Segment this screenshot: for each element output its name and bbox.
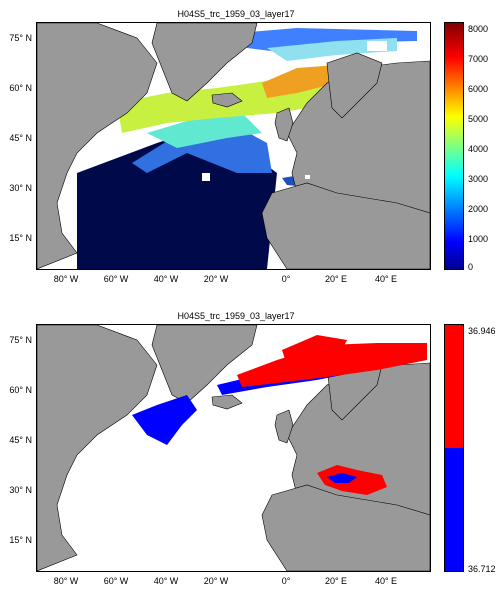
panel1-lon-label-0: 0° — [281, 274, 291, 284]
panel2-lat-label-30n: 30° N — [9, 485, 32, 495]
panel1-lon-label-80w: 80° W — [53, 274, 79, 284]
greenland-land-2 — [151, 325, 258, 404]
panel1-lon-label-60w: 60° W — [103, 274, 129, 284]
panel1-colorbar-tick-6000: 6000 — [468, 84, 489, 94]
panel2-map-svg — [37, 325, 430, 571]
panel2-lon-label-40w: 40° W — [153, 576, 179, 586]
panel2-red-arctic — [237, 343, 427, 387]
panel2-lon-label-60w: 60° W — [103, 576, 129, 586]
greenland-land — [151, 23, 258, 102]
north-america-land-2 — [37, 325, 158, 571]
panel2-lon-label-20e: 20° E — [324, 576, 348, 586]
uk-land-2 — [274, 409, 294, 444]
panel1-colorbar-tick-0: 0 — [468, 262, 474, 272]
panel1-title: H04S5_trc_1959_03_layer17 — [177, 9, 295, 19]
panel2-map — [36, 324, 431, 572]
africa-land-2 — [261, 484, 430, 571]
panel2-blue-med-edge — [327, 473, 357, 483]
panel2-lon-label-80w: 80° W — [53, 576, 79, 586]
panel2-colorbar-top-label: 36.946 — [468, 326, 496, 336]
panel1-lat-label-75n: 75° N — [9, 33, 32, 43]
iceland-land-2 — [211, 394, 243, 410]
panel2-colorbar-bottom-label: 36.712 — [468, 564, 496, 574]
panel2-lat-label-60n: 60° N — [9, 385, 32, 395]
panel2-title: H04S5_trc_1959_03_layer17 — [177, 311, 295, 321]
panel2-blue-labrador — [132, 395, 197, 445]
panel1-colorbar-tick-2000: 2000 — [468, 204, 489, 214]
north-america-land — [37, 23, 158, 269]
africa-land — [261, 182, 430, 269]
panel2-lat-label-75n: 75° N — [9, 335, 32, 345]
panel1-map — [36, 22, 431, 270]
panel1-lon-label-40e: 40° E — [374, 274, 398, 284]
panel1-colorbar-tick-8000: 8000 — [468, 24, 489, 34]
panel1-colorbar-tick-5000: 5000 — [468, 114, 489, 124]
panel1-colorbar-tick-3000: 3000 — [468, 174, 489, 184]
panel1-lat-label-30n: 30° N — [9, 183, 32, 193]
panel1-lon-label-20e: 20° E — [324, 274, 348, 284]
panel1-cyan-band — [147, 108, 262, 148]
panel1-lat-label-45n: 45° N — [9, 133, 32, 143]
panel1-map-svg — [37, 23, 430, 269]
panel2-lat-label-15n: 15° N — [9, 535, 32, 545]
panel1-colorbar — [444, 22, 464, 270]
panel2-lon-label-0: 0° — [281, 576, 291, 586]
panel1-lon-label-20w: 20° W — [203, 274, 229, 284]
panel2-lon-label-40e: 40° E — [374, 576, 398, 586]
panel2-red-norwegian-sea — [282, 335, 347, 370]
panel1-orange-band — [262, 65, 337, 98]
panel1-arctic-cyan — [267, 38, 397, 61]
panel2-lat-label-45n: 45° N — [9, 435, 32, 445]
iceland-land — [211, 92, 243, 108]
panel1-colorbar-tick-4000: 4000 — [468, 144, 489, 154]
panel1-colorbar-tick-7000: 7000 — [468, 54, 489, 64]
panel2-lon-label-20w: 20° W — [203, 576, 229, 586]
panel1-lon-label-40w: 40° W — [153, 274, 179, 284]
panel1-lat-label-15n: 15° N — [9, 233, 32, 243]
scandinavia-land — [326, 52, 383, 119]
panel1-colorbar-tick-1000: 1000 — [468, 234, 489, 244]
panel2-colorbar — [444, 324, 464, 572]
panel1-lat-label-60n: 60° N — [9, 83, 32, 93]
uk-land — [274, 107, 294, 142]
